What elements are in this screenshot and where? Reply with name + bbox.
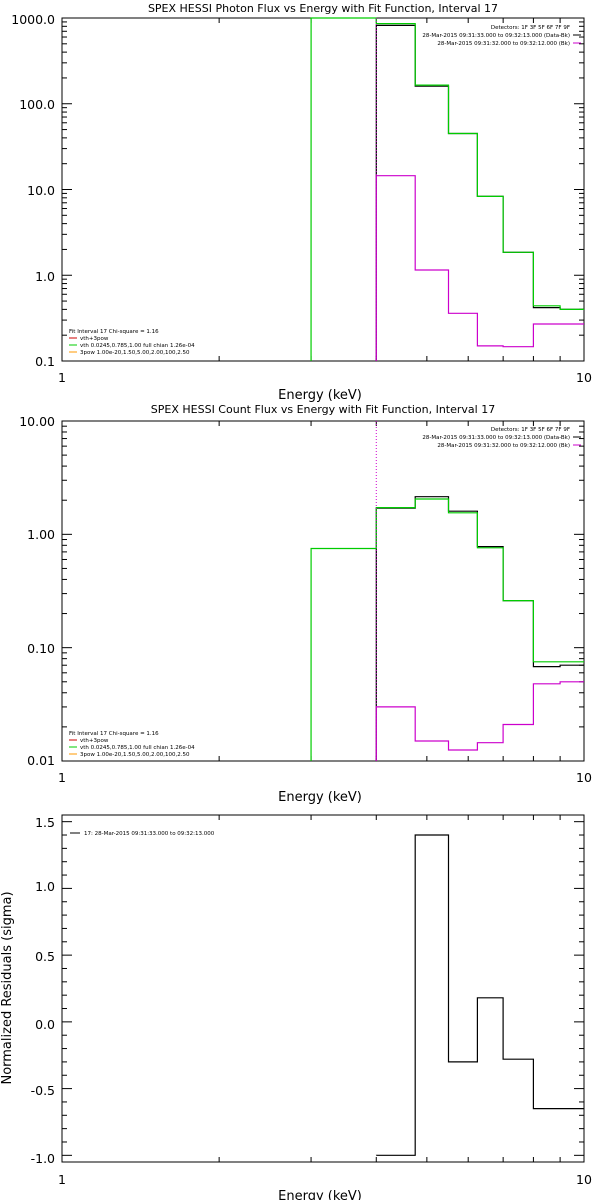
count-y-tick-label: 10.00 bbox=[19, 414, 55, 429]
photon-legend-3pow: 3pow 1.00e-20,1.50,5.00,2.00,100,2.50 bbox=[80, 350, 190, 356]
count-x-tick-label: 10 bbox=[576, 770, 592, 785]
residuals-legend-text: 17: 28-Mar-2015 09:31:33.000 to 09:32:13… bbox=[84, 831, 215, 837]
count-series bbox=[310, 421, 584, 762]
photon-x-axis-label: Energy (keV) bbox=[278, 388, 362, 403]
residuals-y-tick-label: -0.5 bbox=[31, 1083, 55, 1098]
photon-legend-bottom-left: Fit Interval 17 Chi-square = 1.16 vth+3p… bbox=[69, 329, 195, 356]
photon-y-tick-labels: 0.1 1.0 10.0 100.0 1000.0 bbox=[11, 12, 55, 369]
count-plot-title: SPEX HESSI Count Flux vs Energy with Fit… bbox=[151, 403, 495, 416]
count-y-tick-label: 0.01 bbox=[27, 753, 55, 768]
residuals-y-tick-label: 0.0 bbox=[35, 1017, 55, 1032]
residuals-y-tick-labels: -1.0 -0.5 0.0 0.5 1.0 1.5 bbox=[31, 815, 55, 1166]
residuals-x-tick-label: 1 bbox=[58, 1172, 66, 1187]
photon-flux-panel: SPEX HESSI Photon Flux vs Energy with Fi… bbox=[11, 2, 592, 403]
residuals-axis-ticks bbox=[61, 815, 585, 1162]
photon-plot-frame bbox=[61, 17, 585, 362]
photon-y-tick-label: 10.0 bbox=[27, 183, 55, 198]
data-series-line bbox=[375, 496, 584, 762]
residuals-x-tick-label: 10 bbox=[576, 1172, 592, 1187]
photon-series bbox=[310, 17, 584, 362]
vth-series-line bbox=[310, 17, 584, 362]
photon-legend-vth: vth 0.0245,0.785,1.00 full chian 1.26e-0… bbox=[80, 343, 195, 349]
count-legend-data-interval: 28-Mar-2015 09:31:33.000 to 09:32:13.000… bbox=[422, 435, 570, 441]
count-legend-bottom-left: Fit Interval 17 Chi-square = 1.16 vth+3p… bbox=[69, 731, 195, 758]
residuals-panel: -1.0 -0.5 0.0 0.5 1.0 1.5 Normalized Res… bbox=[0, 814, 592, 1200]
photon-legend-data-interval: 28-Mar-2015 09:31:33.000 to 09:32:13.000… bbox=[422, 33, 570, 39]
data-series-line bbox=[375, 24, 584, 362]
photon-y-tick-label: 0.1 bbox=[35, 354, 55, 369]
photon-legend-detectors: Detectors: 1F 3F 5F 6F 7F 9F bbox=[491, 25, 570, 31]
count-axis-ticks bbox=[61, 420, 585, 762]
photon-legend-total: vth+3pow bbox=[80, 336, 109, 342]
count-legend-top-right: Detectors: 1F 3F 5F 6F 7F 9F 28-Mar-2015… bbox=[422, 427, 581, 449]
count-x-tick-label: 1 bbox=[58, 770, 66, 785]
residuals-plot-frame bbox=[61, 814, 585, 1163]
count-legend-detectors: Detectors: 1F 3F 5F 6F 7F 9F bbox=[491, 427, 570, 433]
count-x-axis-label: Energy (keV) bbox=[278, 790, 362, 805]
vth-series-line bbox=[310, 498, 584, 762]
count-legend-fit-interval: Fit Interval 17 Chi-square = 1.16 bbox=[69, 731, 159, 737]
background-series-line bbox=[375, 175, 584, 362]
photon-x-tick-label: 10 bbox=[576, 370, 592, 385]
photon-legend-bk-interval: 28-Mar-2015 09:31:32.000 to 09:32:12.000… bbox=[437, 41, 570, 47]
count-y-tick-label: 1.00 bbox=[27, 527, 55, 542]
count-legend-total: vth+3pow bbox=[80, 738, 109, 744]
count-y-tick-label: 0.10 bbox=[27, 641, 55, 656]
residuals-x-axis-label: Energy (keV) bbox=[278, 1189, 362, 1200]
residuals-series-line bbox=[375, 834, 584, 1156]
residuals-y-tick-label: 0.5 bbox=[35, 949, 55, 964]
photon-y-tick-label: 100.0 bbox=[19, 97, 55, 112]
residuals-y-tick-label: 1.5 bbox=[35, 815, 55, 830]
photon-plot-title: SPEX HESSI Photon Flux vs Energy with Fi… bbox=[148, 2, 498, 15]
residuals-y-tick-label: -1.0 bbox=[31, 1151, 55, 1166]
residuals-y-tick-label: 1.0 bbox=[35, 879, 55, 894]
photon-x-tick-label: 1 bbox=[58, 370, 66, 385]
photon-y-tick-label: 1.0 bbox=[35, 269, 55, 284]
photon-legend-fit-interval: Fit Interval 17 Chi-square = 1.16 bbox=[69, 329, 159, 335]
photon-legend-top-right: Detectors: 1F 3F 5F 6F 7F 9F 28-Mar-2015… bbox=[422, 25, 581, 47]
count-legend-bk-interval: 28-Mar-2015 09:31:32.000 to 09:32:12.000… bbox=[437, 443, 570, 449]
count-flux-panel: SPEX HESSI Count Flux vs Energy with Fit… bbox=[19, 403, 592, 805]
residuals-y-axis-label: Normalized Residuals (sigma) bbox=[0, 891, 15, 1084]
residuals-series bbox=[375, 834, 584, 1156]
background-series-line bbox=[375, 681, 584, 762]
photon-axis-ticks bbox=[61, 17, 585, 362]
count-legend-vth: vth 0.0245,0.785,1.00 full chian 1.26e-0… bbox=[80, 745, 195, 751]
photon-y-tick-label: 1000.0 bbox=[11, 12, 55, 27]
residuals-legend: 17: 28-Mar-2015 09:31:33.000 to 09:32:13… bbox=[70, 831, 215, 837]
count-y-tick-labels: 0.01 0.10 1.00 10.00 bbox=[19, 414, 55, 768]
count-legend-3pow: 3pow 1.00e-20,1.50,5.00,2.00,100,2.50 bbox=[80, 752, 190, 758]
count-plot-frame bbox=[61, 420, 585, 762]
